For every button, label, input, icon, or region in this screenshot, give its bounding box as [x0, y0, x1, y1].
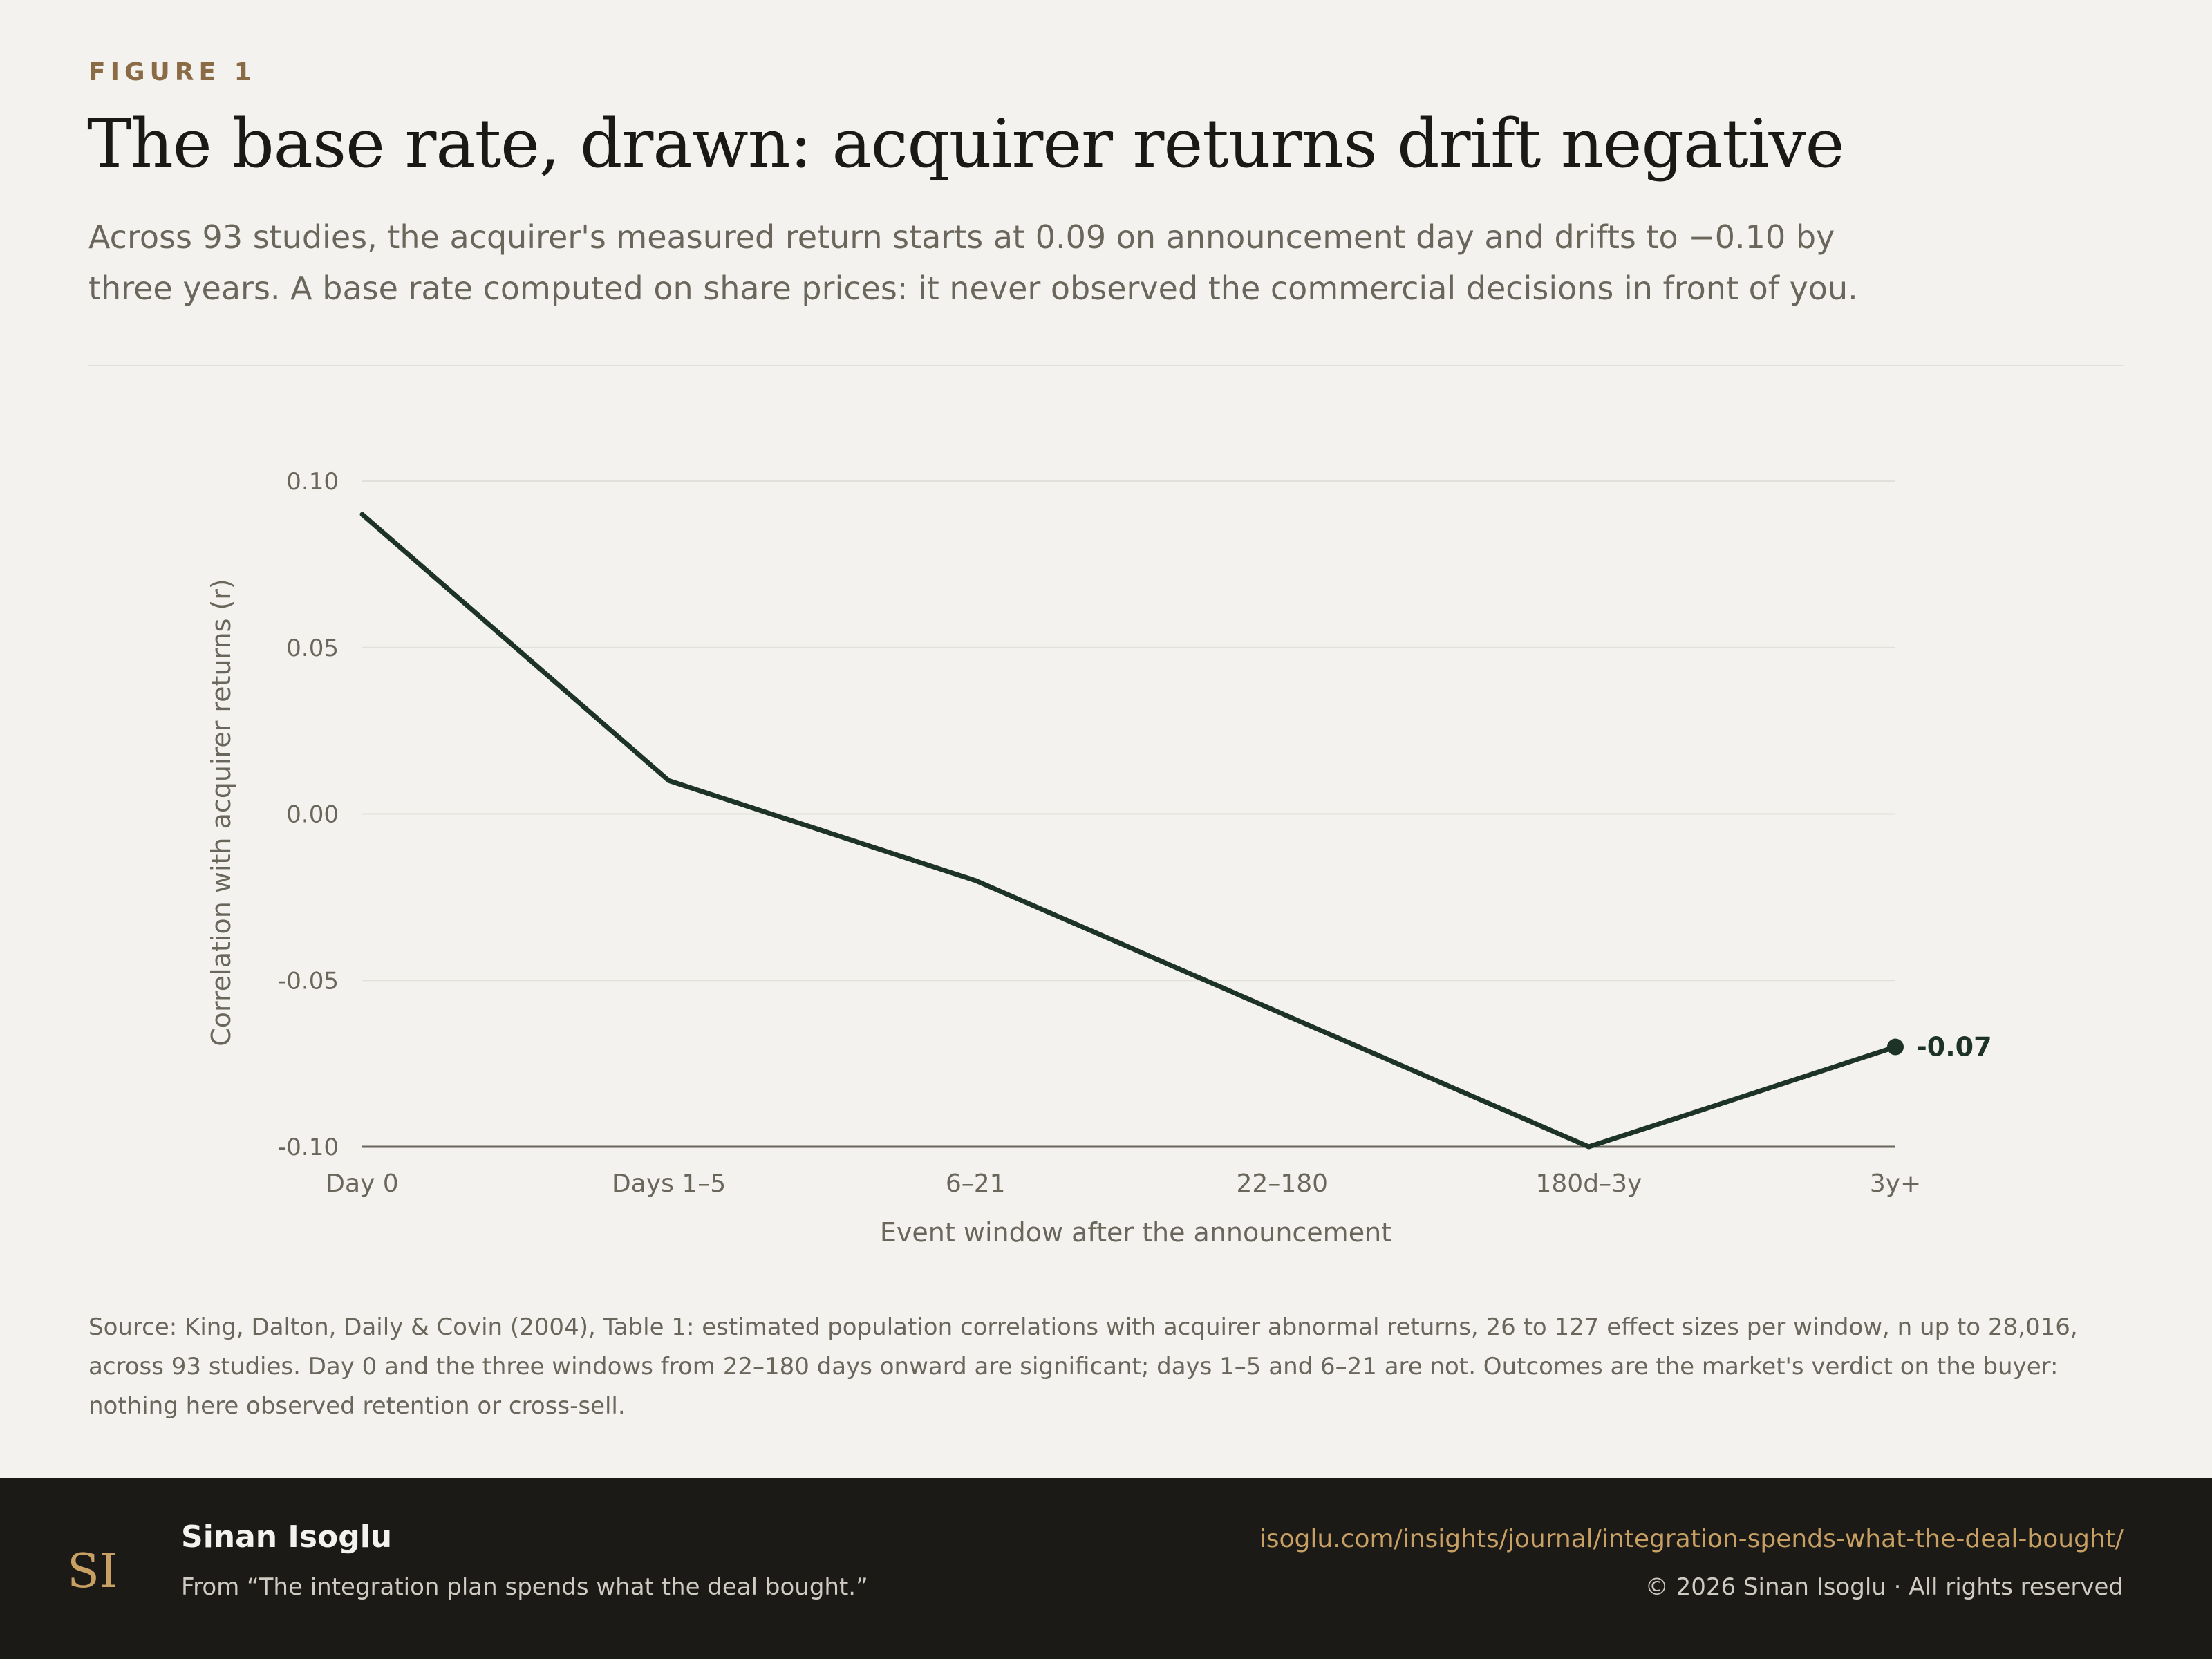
article-link[interactable]: isoglu.com/insights/journal/integration-… [1259, 1525, 2124, 1553]
article-reference: From “The integration plan spends what t… [181, 1573, 868, 1601]
monogram-logo: SI [67, 1544, 118, 1599]
y-tick-label: 0.05 [286, 635, 339, 662]
endpoint-value-label: -0.07 [1916, 1032, 1992, 1062]
monogram-text: SI [67, 1544, 118, 1599]
copyright-notice: © 2026 Sinan Isoglu · All rights reserve… [1644, 1573, 2124, 1601]
y-tick-label: 0.00 [286, 801, 339, 829]
figure-title: The base rate, drawn: acquirer returns d… [87, 105, 1844, 182]
endpoint-marker [1887, 1038, 1904, 1056]
series-line [359, 512, 1898, 1150]
x-tick-label: 3y+ [1870, 1170, 1921, 1198]
x-tick-label: 6–21 [946, 1170, 1006, 1198]
chart-area: 0.10 0.05 0.00 -0.05 -0.10 Day 0 Days 1–5 6–21 2… [206, 468, 1992, 1248]
x-tick-label: Days 1–5 [612, 1170, 726, 1198]
footer: SI Sinan Isoglu From “The integration pl… [0, 1478, 2212, 1659]
source-note: Source: King, Dalton, Daily & Covin (200… [88, 1313, 2078, 1420]
figure-subtitle: Across 93 studies, the acquirer's measur… [88, 218, 1858, 307]
y-tick-label: -0.10 [278, 1134, 339, 1161]
x-tick-label: 180d–3y [1536, 1170, 1642, 1198]
header-divider [88, 365, 2124, 366]
line-chart: 0.10 0.05 0.00 -0.05 -0.10 Day 0 Days 1–5 6–21 2… [206, 468, 1992, 1248]
eyebrow-label: FIGURE 1 [88, 58, 256, 86]
author-name: Sinan Isoglu [181, 1519, 393, 1555]
x-tick-label: 22–180 [1237, 1170, 1329, 1198]
x-tick-label: Day 0 [326, 1170, 398, 1198]
y-tick-label: 0.10 [286, 468, 339, 496]
x-axis-title: Event window after the announcement [880, 1217, 1391, 1248]
y-tick-label: -0.05 [278, 967, 339, 995]
y-axis-title: Correlation with acquirer returns (r) [206, 579, 236, 1046]
